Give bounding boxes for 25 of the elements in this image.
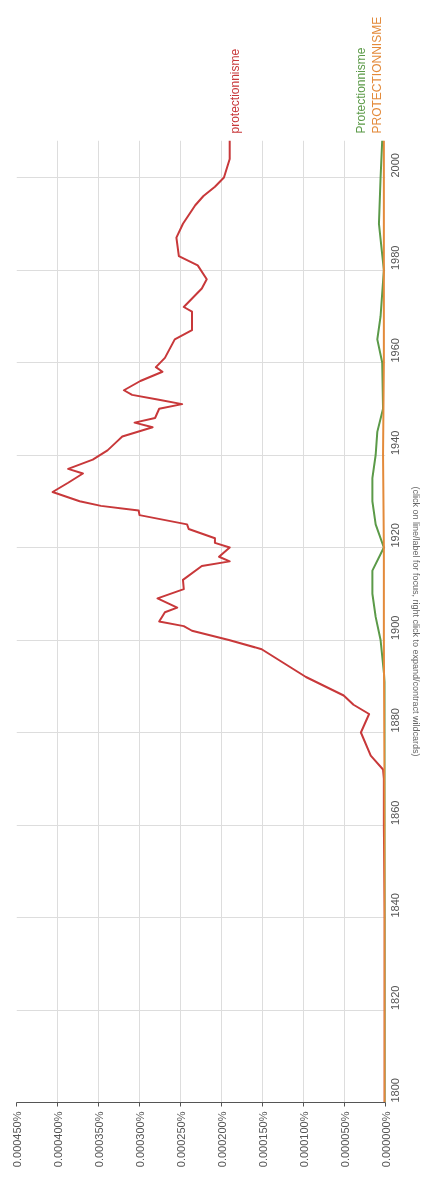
y-tick-label: 1880 — [388, 708, 401, 733]
text: protectionnisme — [227, 48, 242, 134]
text: PROTECTIONNISME — [369, 16, 384, 134]
y-tick-label: 1980 — [388, 245, 401, 270]
x-tick-label: 0.000150% — [256, 1111, 269, 1168]
x-tick-label: 0.000100% — [297, 1111, 310, 1168]
text: Protectionnisme — [354, 47, 369, 134]
x-tick-label: 0.000350% — [92, 1111, 105, 1168]
y-tick-label: 1960 — [388, 338, 401, 363]
x-tick-label: 0.000000% — [379, 1111, 392, 1168]
x-tick-label: 0.000400% — [51, 1111, 64, 1168]
y-tick-label: 1940 — [388, 430, 401, 455]
y-tick-label: 1820 — [388, 985, 401, 1010]
x-tick-label: 0.000250% — [174, 1111, 187, 1168]
x-tick-label: 0.000200% — [215, 1111, 228, 1168]
y-tick-label: 1920 — [388, 523, 401, 548]
x-tick-label: 0.000300% — [133, 1111, 146, 1168]
text: (click on line/label for focus, right click to expand/contract wildcards) — [410, 486, 421, 757]
y-tick-label: 1840 — [388, 893, 401, 918]
x-tick-label: 0.000450% — [10, 1111, 23, 1168]
y-tick-label: 1900 — [388, 615, 401, 640]
y-tick-label: 1800 — [388, 1078, 401, 1103]
y-tick-label: 1860 — [388, 800, 401, 825]
y-tick-label: 2000 — [388, 153, 401, 178]
x-tick-label: 0.000050% — [338, 1111, 351, 1168]
